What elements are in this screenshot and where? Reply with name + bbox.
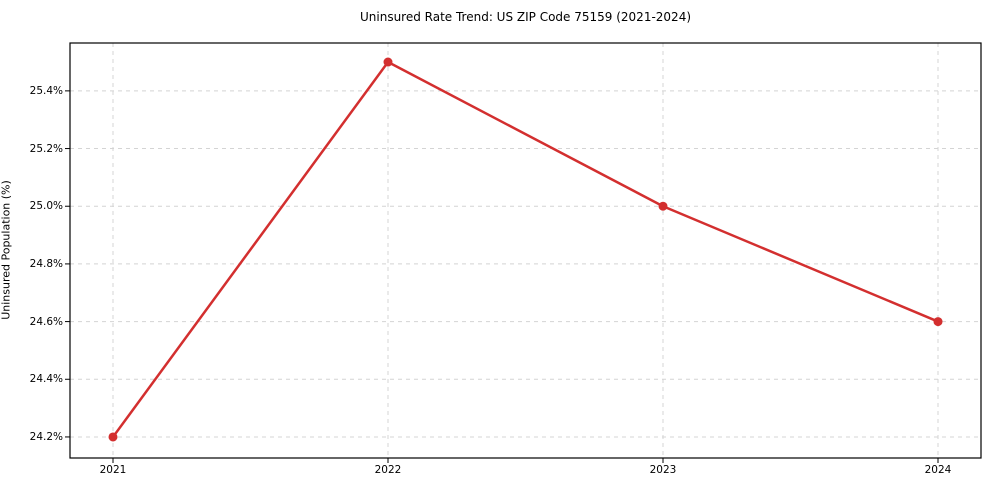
data-point-marker: [108, 432, 118, 442]
y-tick-label: 25.0%: [29, 200, 63, 213]
plot-border: [69, 42, 982, 459]
y-tick-label: 25.4%: [29, 84, 63, 97]
y-tick-label: 24.2%: [29, 430, 63, 443]
x-tick-label: 2023: [649, 464, 677, 476]
y-tick-label: 25.2%: [29, 142, 63, 155]
trend-line: [111, 60, 940, 439]
data-point-marker: [658, 201, 668, 211]
y-tick-label: 24.4%: [29, 373, 63, 386]
data-point-marker: [933, 317, 943, 327]
chart-title: Uninsured Rate Trend: US ZIP Code 75159 …: [359, 10, 692, 24]
x-tick-label: 2021: [99, 464, 127, 476]
x-tick-label: 2024: [924, 464, 952, 476]
x-tick-label: 2022: [374, 464, 402, 476]
y-tick-label: 24.8%: [29, 257, 63, 270]
data-point-marker: [383, 57, 393, 67]
y-tick-label: 24.6%: [29, 315, 63, 328]
